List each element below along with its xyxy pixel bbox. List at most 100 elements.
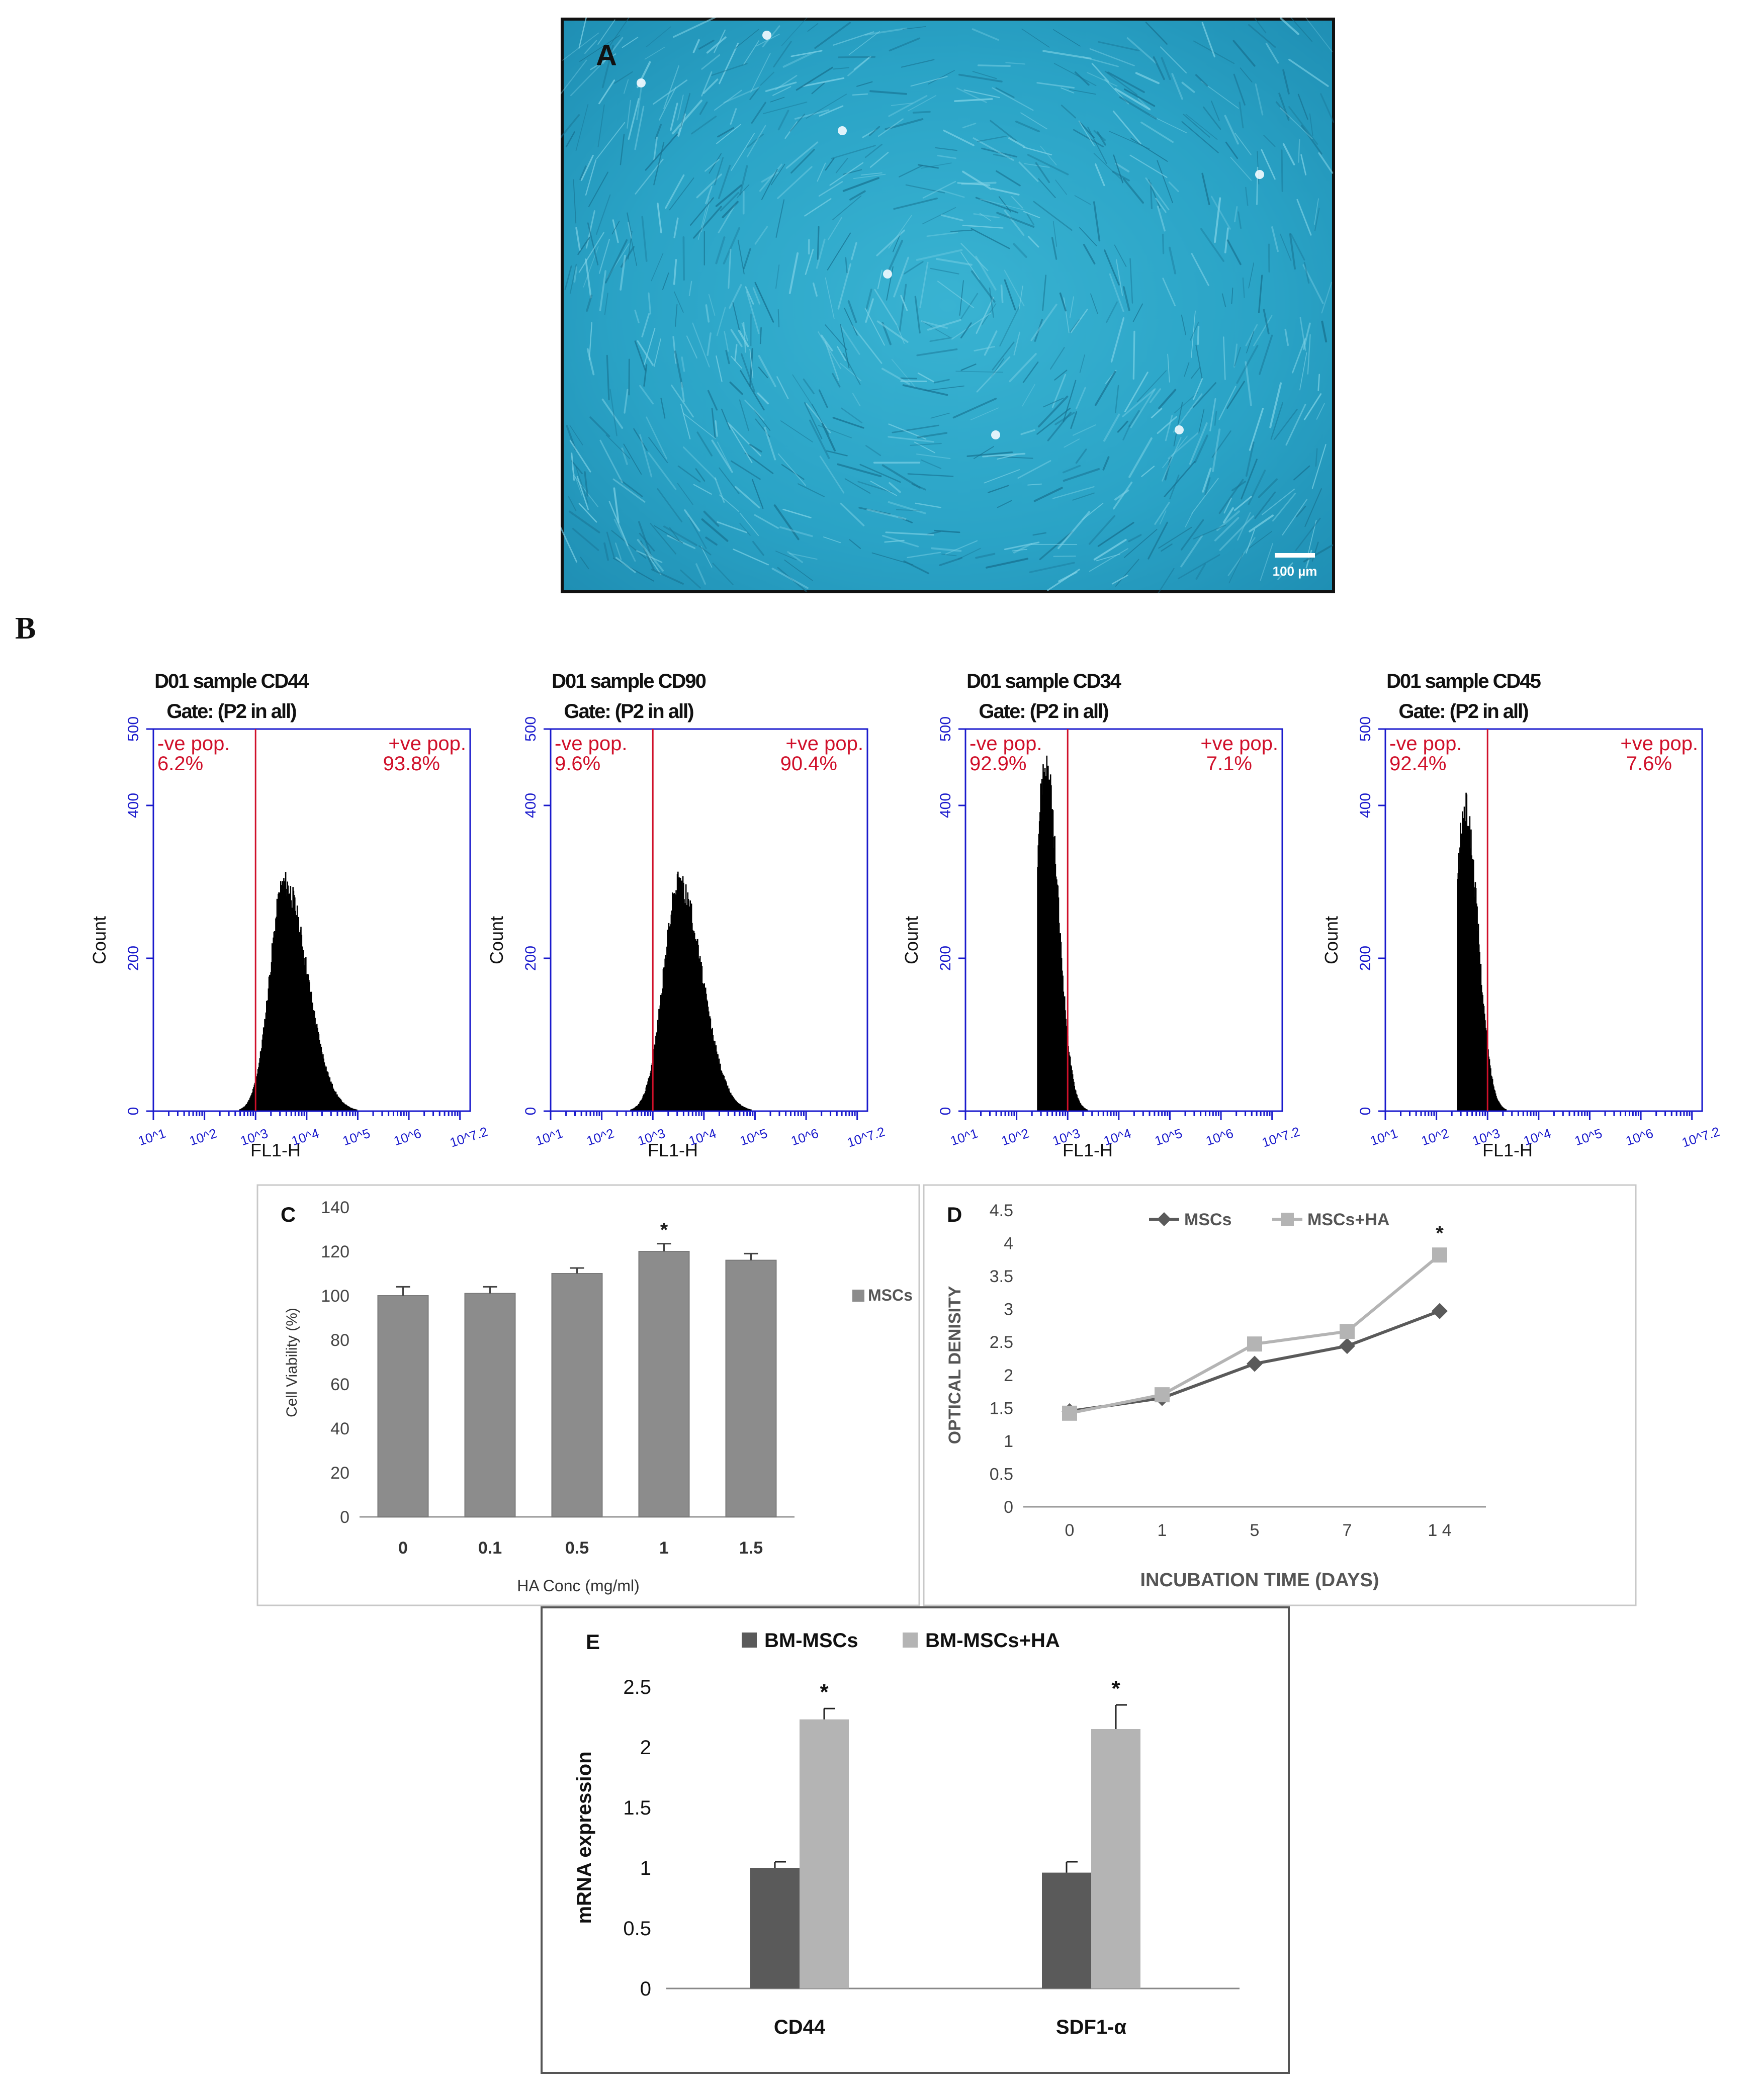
cell-streak — [893, 256, 909, 298]
cell-streak — [1136, 370, 1167, 402]
cell-streak — [639, 532, 655, 552]
flow-gate-label: Gate: (P2 in all) — [166, 700, 296, 722]
x-tick-label: CD44 — [774, 2016, 826, 2038]
histogram-bin — [303, 958, 305, 1111]
y-tick-label: 0 — [125, 1107, 142, 1116]
cell-streak — [735, 486, 760, 509]
cell-streak — [864, 144, 883, 158]
x-tick-label: SDF1-α — [1056, 2016, 1127, 2038]
panel-d-label: D — [947, 1203, 962, 1226]
flow-histogram-bars — [239, 872, 358, 1111]
cell-streak — [990, 120, 1017, 142]
cell-streak — [1304, 488, 1322, 527]
cell-streak — [1189, 321, 1199, 341]
cell-streak — [622, 37, 639, 48]
cell-streak — [1069, 296, 1074, 318]
cell-streak — [1069, 89, 1096, 95]
y-tick-label: 4 — [1004, 1234, 1013, 1253]
cell-streak — [1234, 206, 1238, 223]
cell-streak — [840, 502, 865, 526]
x-tick-label: 0.5 — [565, 1538, 589, 1558]
cell-streak — [1193, 40, 1235, 64]
cell-streak — [833, 31, 874, 46]
cell-streak — [615, 542, 622, 560]
cell-streak — [1148, 179, 1161, 209]
cell-streak — [869, 152, 889, 168]
bar-0.1 — [464, 1293, 516, 1517]
cell-streak — [771, 568, 809, 589]
neg-pop-label: -ve pop. — [969, 733, 1042, 755]
cell-streak — [728, 248, 732, 289]
y-tick-label: 2 — [640, 1737, 651, 1759]
cell-streak — [781, 18, 808, 46]
cell-streak — [1280, 107, 1313, 139]
cell-streak — [718, 204, 736, 234]
cell-streak — [1218, 386, 1237, 420]
cell-streak — [669, 527, 680, 541]
cell-streak — [1058, 571, 1078, 582]
cell-streak — [1064, 438, 1080, 448]
cell-streak — [611, 530, 647, 559]
cell-streak — [761, 168, 778, 200]
cell-streak — [575, 104, 589, 151]
cell-streak — [1315, 448, 1318, 467]
cell-streak — [729, 284, 742, 309]
data-point-diamond — [1432, 1303, 1448, 1319]
cell-streak — [1214, 411, 1217, 426]
cell-streak — [628, 98, 640, 140]
legend-label: MSCs — [868, 1286, 913, 1304]
cell-streak — [1299, 352, 1307, 391]
cell-streak — [1055, 179, 1067, 195]
cell-streak — [714, 477, 725, 503]
cell-streak — [1263, 309, 1270, 334]
cell-streak — [857, 481, 892, 493]
cell-streak — [1123, 88, 1156, 107]
x-axis-title: FL1-H — [250, 1140, 301, 1160]
cell-streak — [672, 336, 677, 364]
cell-streak — [636, 550, 663, 563]
neg-pop-value: 9.6% — [555, 753, 600, 775]
cell-streak — [634, 340, 646, 371]
cell-streak — [915, 502, 941, 508]
cell-streak — [1094, 371, 1116, 406]
cell-streak — [598, 79, 615, 105]
cell-streak — [680, 569, 701, 589]
cell-streak — [1115, 162, 1130, 172]
cell-streak — [1053, 29, 1081, 47]
cell-streak — [1162, 278, 1176, 307]
cell-streak — [701, 54, 721, 70]
cell-streak — [578, 18, 587, 49]
x-axis-title: FL1-H — [648, 1140, 698, 1160]
cell-streak — [1114, 87, 1151, 111]
cell-streak — [727, 422, 753, 464]
legend-swatch-msc — [852, 1290, 864, 1302]
cell-streak — [1072, 492, 1095, 501]
cell-streak — [677, 465, 701, 483]
legend-label: MSCs+HA — [1307, 1210, 1389, 1229]
legend-marker-msc-ha — [1281, 1213, 1294, 1226]
cell-streak — [601, 45, 614, 88]
cell-streak — [1128, 410, 1140, 427]
cell-streak — [1318, 152, 1334, 174]
cell-streak — [739, 513, 759, 536]
cell-streak — [1158, 568, 1175, 593]
cell-streak — [701, 518, 729, 542]
y-tick-label: 500 — [125, 716, 142, 742]
cell-streak — [1237, 512, 1251, 541]
cell-streak — [818, 425, 852, 438]
cell-streak — [916, 348, 958, 356]
cell-streak — [722, 201, 739, 219]
cell-streak — [1140, 121, 1174, 143]
cell-streak — [832, 373, 841, 388]
cell-streak — [604, 293, 608, 315]
y-tick-label: 80 — [330, 1331, 349, 1350]
data-point-diamond — [1339, 1338, 1355, 1354]
cell-streak — [781, 464, 805, 480]
y-tick-label: 400 — [937, 793, 954, 818]
cell-streak — [826, 450, 848, 457]
cell-streak — [654, 525, 683, 543]
cell-streak — [1115, 385, 1119, 413]
cell-streak — [712, 563, 734, 585]
y-tick-label: 1 — [640, 1857, 651, 1879]
cell-streak — [669, 177, 694, 211]
